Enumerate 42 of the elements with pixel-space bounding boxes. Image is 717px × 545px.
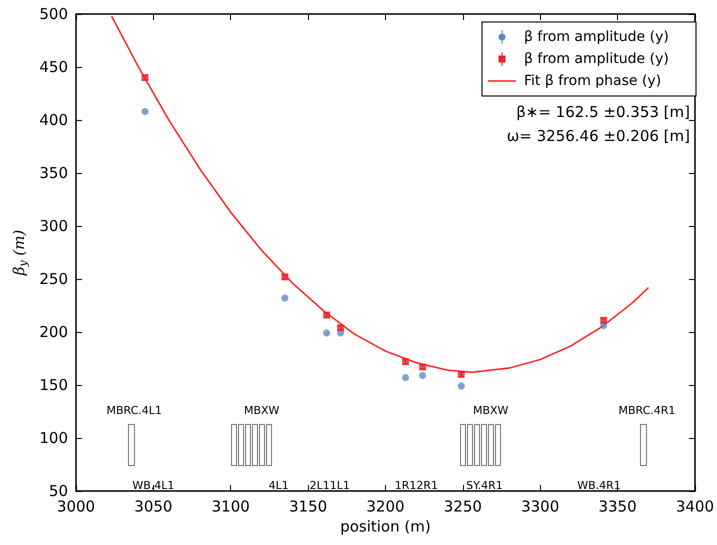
- y-tick-label: 150: [39, 376, 68, 394]
- annotation: 1R12R1: [394, 479, 438, 492]
- point: [281, 294, 288, 302]
- y-tick-label: 200: [39, 323, 68, 341]
- legend-label: Fit β from phase (y): [524, 73, 662, 89]
- x-tick-label: 3400: [676, 498, 714, 516]
- annotation: MBRC.4R1: [618, 404, 676, 417]
- x-tick-label: 3300: [521, 498, 560, 516]
- x-tick-label: 3050: [134, 498, 172, 516]
- point: [323, 330, 330, 337]
- point: [142, 108, 149, 116]
- y-tick-label: 50: [48, 482, 68, 500]
- y-tick-label: 500: [39, 5, 68, 23]
- y-tick-label: 300: [39, 217, 68, 235]
- legend-label: β from amplitude (y): [524, 51, 669, 67]
- annotation: WB.4R1: [577, 479, 621, 492]
- annotation: MBXW: [244, 404, 280, 417]
- annotation: MBXW: [472, 404, 509, 417]
- x-tick-label: 3000: [56, 498, 96, 516]
- x-tick-label: 3100: [212, 498, 250, 516]
- x-tick-label: 3200: [366, 498, 405, 516]
- x-tick-label: 3150: [289, 498, 328, 516]
- x-tick-label: 3350: [598, 498, 637, 516]
- x-axis-title: position (m): [340, 518, 431, 536]
- annotation: β∗= 162.5 ±0.353 [m]: [516, 103, 690, 121]
- annotation: 2L11L1: [310, 479, 350, 492]
- point: [458, 382, 465, 390]
- annotation: MBRC.4L1: [106, 404, 162, 417]
- y-axis-title: βy (m): [10, 230, 30, 276]
- annotation: WB.4L1: [132, 479, 174, 492]
- y-tick-label: 400: [39, 111, 68, 129]
- point: [419, 372, 426, 379]
- legend-label: β from amplitude (y): [524, 29, 669, 45]
- annotation: 4L1: [268, 479, 289, 492]
- y-tick-label: 250: [39, 270, 68, 288]
- point: [402, 374, 410, 382]
- annotation: ω= 3256.46 ±0.206 [m]: [506, 127, 690, 145]
- y-tick-label: 100: [39, 429, 68, 447]
- annotation: SY.4R1: [466, 479, 503, 492]
- y-tick-label: 450: [39, 58, 68, 76]
- x-tick-label: 3250: [444, 498, 482, 516]
- y-tick-label: 350: [39, 164, 68, 182]
